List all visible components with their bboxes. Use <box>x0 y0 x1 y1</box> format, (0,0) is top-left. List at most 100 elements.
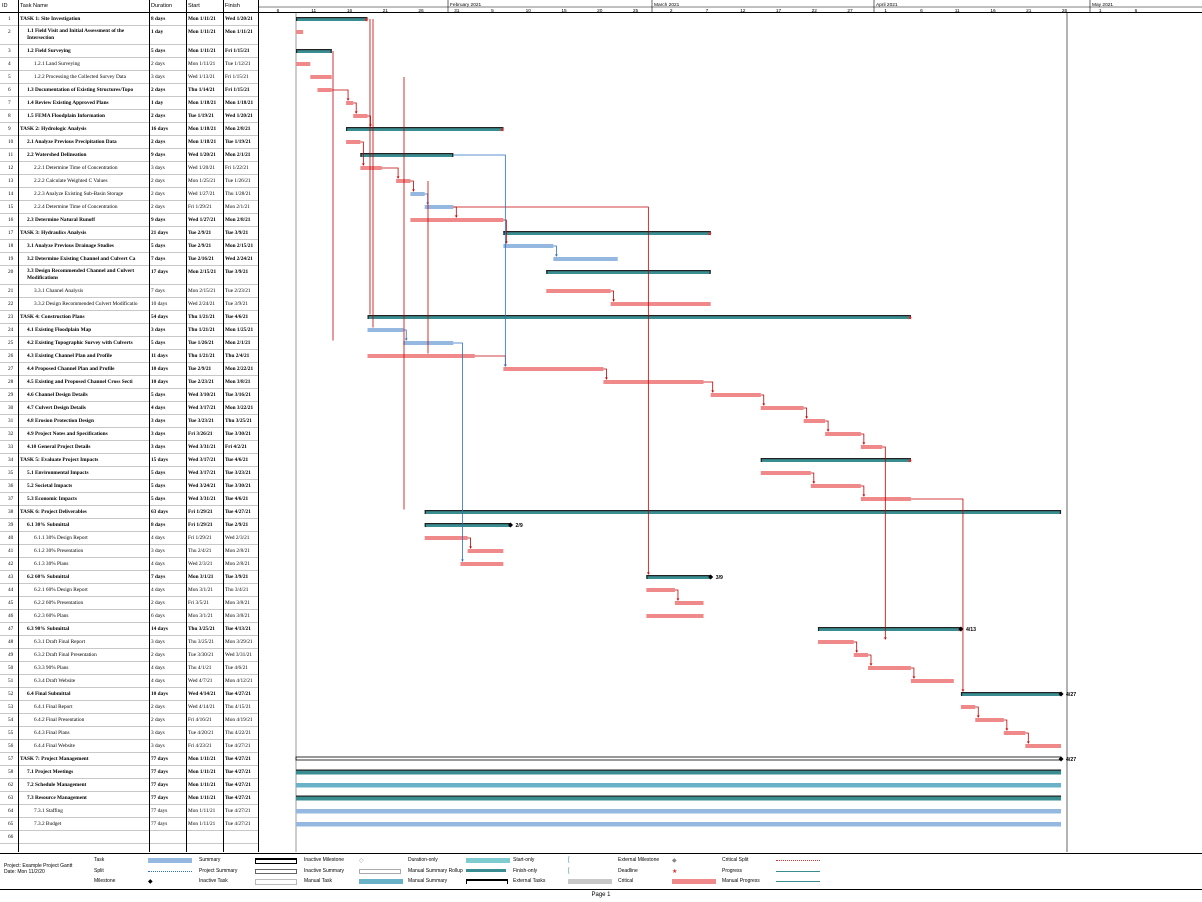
legend-swatch <box>776 881 820 882</box>
dependency-arrowhead <box>862 494 866 497</box>
table-row[interactable]: 50 6.3.3 90% Plans 4 days Thu 4/1/21 Tue 4/6… <box>0 662 258 675</box>
task-finish: Mon 4/12/21 <box>225 678 253 684</box>
table-row[interactable]: 51 6.3.4 Draft Website 4 days Wed 4/7/21 Mon… <box>0 675 258 688</box>
table-row[interactable]: 62 7.2 Schedule Management 77 days Mon 1/11… <box>0 779 258 792</box>
table-row[interactable]: 36 5.2 Societal Impacts 5 days Wed 3/24/21 T… <box>0 480 258 493</box>
summary-bar-top <box>346 127 504 129</box>
task-name: 6.2.1 60% Design Report <box>34 587 88 593</box>
task-id: 16 <box>8 217 14 223</box>
table-row[interactable]: 52 6.4 Final Submittal 10 days Wed 4/14/21 T… <box>0 688 258 701</box>
table-row[interactable]: 10 2.1 Analyze Previous Precipitation Dat… <box>0 136 258 149</box>
task-finish: Tue 2/23/21 <box>225 288 251 294</box>
table-row[interactable]: 5 1.2.2 Processing the Collected Survey D… <box>0 71 258 84</box>
dependency-link <box>360 141 364 166</box>
table-row[interactable]: 30 4.7 Culvert Design Details 4 days Wed 3/… <box>0 402 258 415</box>
table-row[interactable]: 7 1.4 Review Existing Approved Plans 1 day… <box>0 97 258 110</box>
dependency-link <box>453 342 463 562</box>
table-row[interactable]: 48 6.3.1 Draft Final Report 3 days Thu 3/25… <box>0 636 258 649</box>
table-row[interactable]: 42 6.1.3 30% Plans 4 days Wed 2/3/21 Mon 2/8… <box>0 558 258 571</box>
table-row[interactable]: 44 6.2.1 60% Design Report 4 days Mon 3/1/2… <box>0 584 258 597</box>
table-row[interactable]: 26 4.3 Existing Channel Plan and Profile 1… <box>0 350 258 363</box>
summary-bar <box>817 627 961 631</box>
table-row[interactable]: 3 1.2 Field Surveying 5 days Mon 1/11/21 Fri… <box>0 45 258 58</box>
task-duration: 16 days <box>151 126 168 132</box>
table-row[interactable]: 20 3.3 Design Recommended Channel and Cul… <box>0 266 258 285</box>
table-row[interactable]: 31 4.8 Erosion Protection Design 3 days Tue… <box>0 415 258 428</box>
table-row[interactable]: 1 TASK 1: Site Investigation 8 days Mon 1/1… <box>0 13 258 26</box>
table-row[interactable]: 19 3.2 Determine Existing Channel and Cul… <box>0 253 258 266</box>
table-row[interactable]: 15 2.2.4 Determine Time of Concentration 2… <box>0 201 258 214</box>
table-row[interactable]: 29 4.6 Channel Design Details 5 days Wed 3/… <box>0 389 258 402</box>
table-row[interactable]: 47 6.3 90% Submittal 14 days Thu 3/25/21 Tue… <box>0 623 258 636</box>
table-row[interactable]: 9 TASK 2: Hydrologic Analysis 16 days Mon 1… <box>0 123 258 136</box>
table-row[interactable]: 34 TASK 5: Evaluate Project Impacts 15 day… <box>0 454 258 467</box>
table-row[interactable]: 23 TASK 4: Construction Plans 54 days Thu 1… <box>0 311 258 324</box>
table-row[interactable]: 12 2.2.1 Determine Time of Concentration 3… <box>0 162 258 175</box>
table-row[interactable]: 24 4.1 Existing Floodplain Map 3 days Thu 1… <box>0 324 258 337</box>
table-row[interactable]: 64 7.3.1 Staffing 77 days Mon 1/11/21 Tue 4/… <box>0 805 258 818</box>
table-row[interactable]: 40 6.1.1 30% Design Report 4 days Fri 1/29/… <box>0 532 258 545</box>
table-row[interactable]: 43 6.2 60% Submittal 7 days Mon 3/1/21 Tue 3… <box>0 571 258 584</box>
dependency-link <box>760 394 765 406</box>
table-row[interactable]: 32 4.9 Project Notes and Specifications 3 … <box>0 428 258 441</box>
task-name: 1.2.1 Land Surveying <box>34 61 80 67</box>
milestone-label: 4/13 <box>966 627 976 633</box>
table-row[interactable]: 17 TASK 3: Hydraulics Analysis 21 days Tue … <box>0 227 258 240</box>
task-id: 41 <box>8 548 14 554</box>
task-name: 3.2 Determine Existing Channel and Culve… <box>27 256 136 262</box>
table-row[interactable]: 4 1.2.1 Land Surveying 2 days Mon 1/11/21 Tu… <box>0 58 258 71</box>
table-row[interactable]: 46 6.2.3 60% Plans 6 days Mon 3/1/21 Mon 3/8… <box>0 610 258 623</box>
table-row[interactable]: 27 4.4 Proposed Channel Plan and Profile 1… <box>0 363 258 376</box>
table-row[interactable]: 65 7.3.2 Budget 77 days Mon 1/11/21 Tue 4/27… <box>0 818 258 831</box>
table-row[interactable]: 21 3.3.1 Channel Analysis 7 days Mon 2/15/2… <box>0 285 258 298</box>
table-row[interactable]: 37 5.3 Economic Impacts 5 days Wed 3/31/21 T… <box>0 493 258 506</box>
task-finish: Mon 1/11/21 <box>225 29 253 35</box>
table-row[interactable]: 2 1.1 Field Visit and Initial Assessment … <box>0 26 258 45</box>
table-row[interactable]: 45 6.2.2 60% Presentation 2 days Fri 3/5/21… <box>0 597 258 610</box>
task-start: Mon 1/11/21 <box>188 808 216 814</box>
dependency-link <box>674 589 679 601</box>
table-row[interactable]: 56 6.4.4 Final Website 3 days Fri 4/23/21 Tu… <box>0 740 258 753</box>
table-row[interactable]: 14 2.2.3 Analyze Existing Sub-Basin Stora… <box>0 188 258 201</box>
task-duration: 2 days <box>151 178 165 184</box>
table-row[interactable]: 49 6.3.2 Draft Final Presentation 2 days Tu… <box>0 649 258 662</box>
table-row[interactable]: 33 4.10 General Project Details 3 days Wed … <box>0 441 258 454</box>
table-row[interactable]: 63 7.3 Resource Management 77 days Mon 1/11… <box>0 792 258 805</box>
legend-item-label: Manual Summary Rollup <box>408 867 463 874</box>
legend-item-label: Start-only <box>513 857 535 863</box>
table-row[interactable]: 13 2.2.2 Calculate Weighted C Values 2 day… <box>0 175 258 188</box>
table-row[interactable]: 38 TASK 6: Project Deliverables 63 days Fri… <box>0 506 258 519</box>
legend-item-label: Project Summary <box>199 867 238 874</box>
table-row[interactable]: 28 4.5 Existing and Proposed Channel Cros… <box>0 376 258 389</box>
table-row[interactable]: 41 6.1.2 30% Presentation 3 days Thu 2/4/21… <box>0 545 258 558</box>
task-finish: Mon 2/8/21 <box>225 548 250 554</box>
table-row[interactable]: 11 2.2 Watershed Delineation 9 days Wed 1/2… <box>0 149 258 162</box>
table-row[interactable]: 57 TASK 7: Project Management 77 days Mon 1… <box>0 753 258 766</box>
task-name: 6.4.1 Final Report <box>34 704 73 710</box>
table-row[interactable]: 8 1.5 FEMA Floodplain Information 2 days Tu… <box>0 110 258 123</box>
task-id: 62 <box>8 782 14 788</box>
task-id: 18 <box>8 243 14 249</box>
table-row[interactable]: 53 6.4.1 Final Report 2 days Wed 4/14/21 Thu… <box>0 701 258 714</box>
table-row[interactable]: 54 6.4.2 Final Presentation 2 days Fri 4/16… <box>0 714 258 727</box>
milestone-label: 4/27 <box>1066 757 1076 763</box>
table-row[interactable]: 6 1.3 Documentation of Existing Structure… <box>0 84 258 97</box>
task-name: TASK 2: Hydrologic Analysis <box>20 126 87 132</box>
column-divider <box>18 0 19 852</box>
table-row[interactable]: 18 3.1 Analyze Previous Drainage Studies 5… <box>0 240 258 253</box>
legend-item-label: Progress <box>722 867 743 874</box>
table-row[interactable]: 22 3.3.2 Design Recommended Culvert Modif… <box>0 298 258 311</box>
table-row[interactable]: 39 6.1 30% Submittal 8 days Fri 1/29/21 Tue … <box>0 519 258 532</box>
table-row[interactable]: 58 7.1 Project Meetings 77 days Mon 1/11/21… <box>0 766 258 779</box>
day-tick-label: 6 <box>920 8 923 14</box>
dependency-arrowhead <box>604 377 608 380</box>
table-row[interactable]: 55 6.4.3 Final Plans 3 days Tue 4/20/21 Thu … <box>0 727 258 740</box>
legend-item-label: Split <box>94 867 104 874</box>
table-row[interactable]: 25 4.2 Existing Topographic Survey with C… <box>0 337 258 350</box>
summary-bar-top <box>296 769 1062 771</box>
legend-item-label: External Tasks <box>513 878 546 884</box>
table-row[interactable]: 16 2.3 Determine Natural Runoff 9 days Wed … <box>0 214 258 227</box>
table-row[interactable]: 35 5.1 Environmental Impacts 5 days Wed 3/1… <box>0 467 258 480</box>
task-id: 31 <box>8 418 14 424</box>
table-row[interactable]: 66 <box>0 831 258 844</box>
